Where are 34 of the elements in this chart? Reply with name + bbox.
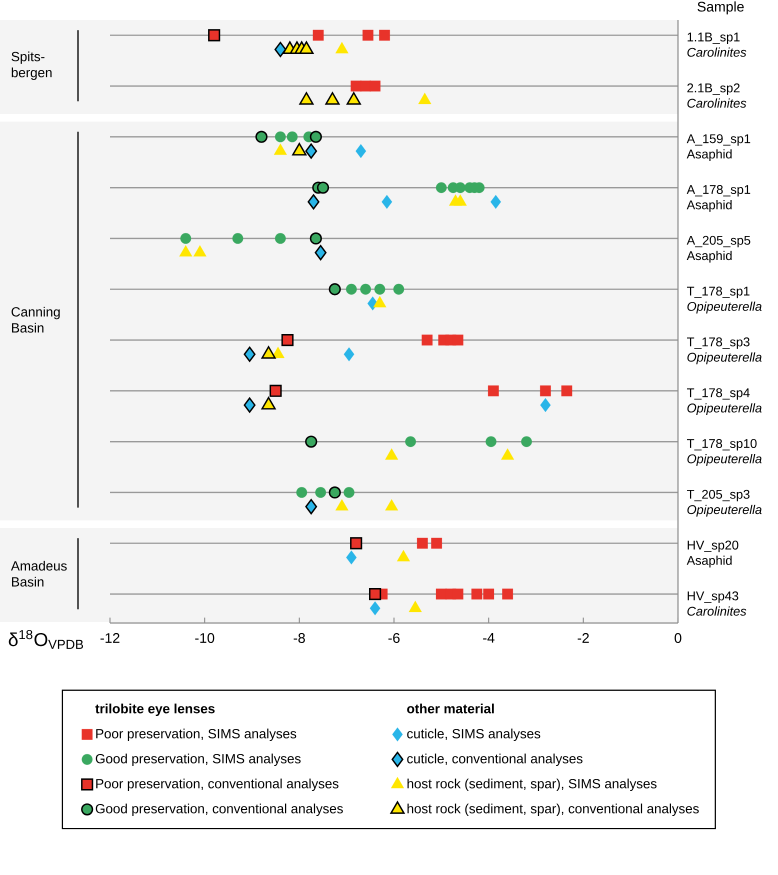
x-axis-title: δ$^{18}$O$_{VPDB}$	[8, 630, 84, 649]
y-tick-label: 2.1B_sp2 Carolinites	[687, 83, 746, 108]
x-tick-label: -8	[294, 633, 305, 643]
text: other material	[407, 704, 494, 714]
legend-label: Good preservation, SIMS analyses	[96, 754, 301, 766]
x-tick-label: -10	[195, 633, 214, 643]
y-tick-label: A_205_sp5 Asaphid	[686, 236, 750, 263]
y-tick-label: HV_sp43 Carolinites	[687, 591, 746, 616]
x-tick-label: -6	[388, 633, 400, 643]
legend-label: host rock (sediment, spar), SIMS analyses	[408, 778, 657, 792]
band-label: Amadeus Basin	[10, 560, 67, 587]
legend-title: trilobite eye lenses	[95, 704, 215, 716]
legend-label: Poor preservation, SIMS analyses	[96, 728, 296, 742]
y-tick-label: T_205_sp3 Opipeuterella	[686, 490, 762, 517]
y-tick-label: T_178_sp3 Opipeuterella	[686, 337, 762, 364]
y-tick-label: A_178_sp1 Asaphid	[686, 185, 750, 212]
x-tick-label: -12	[100, 633, 120, 643]
legend-label: host rock (sediment, spar), conventional analyses	[408, 804, 699, 816]
legend-label: cuticle, conventional analyses	[407, 754, 582, 766]
legend-label: Poor preservation, conventional analyses	[96, 778, 338, 792]
x-tick-label: -4	[483, 633, 494, 643]
y-tick-label: T_178_sp1 Opipeuterella	[686, 286, 762, 314]
y-tick-label: HV_sp20 Asaphid	[686, 540, 738, 568]
x-tick-label: -2	[578, 633, 589, 643]
band-label: Spits-bergen	[12, 52, 52, 80]
legend-label: cuticle, SIMS analyses	[407, 728, 540, 742]
y-tick-label: T_178_sp4 Opipeuterella	[686, 388, 762, 416]
x-tick-label: 0	[674, 633, 682, 643]
y-tick-label: T_178_sp10 Opipeuterella	[686, 439, 762, 466]
band-label: Canning Basin	[12, 306, 60, 333]
y-tick-label: A_159_sp1 Asaphid	[686, 134, 750, 162]
y-axis-title: Sample	[698, 1, 744, 14]
legend-label: Good preservation, conventional analyses	[96, 804, 343, 816]
y-tick-label: 1.1B_sp1 Carolinites	[687, 32, 746, 57]
